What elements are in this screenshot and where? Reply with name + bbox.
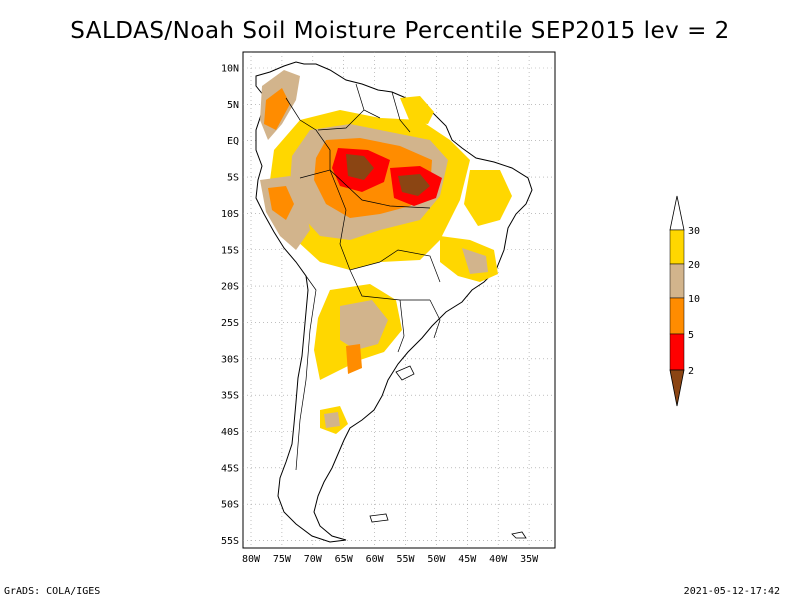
country-borders <box>285 83 441 471</box>
footer-timestamp: 2021-05-12-17:42 <box>683 586 780 597</box>
longitude-label: 35W <box>520 554 539 565</box>
longitude-label: 50W <box>427 554 446 565</box>
legend-label-5: 5 <box>688 330 694 341</box>
longitude-label: 55W <box>396 554 415 565</box>
longitude-labels: 80W 75W 70W 65W 60W 55W 50W 45W 40W 35W <box>242 554 539 565</box>
latitude-label: 45S <box>221 463 239 474</box>
legend-colorbar: 30 20 10 5 2 <box>669 195 700 407</box>
lagoon <box>395 365 415 381</box>
latitude-label: 20S <box>221 282 239 293</box>
legend-swatch-lt2 <box>669 369 685 407</box>
latitude-label: 10S <box>221 209 239 220</box>
legend-swatch-20to30 <box>669 229 685 265</box>
latitude-label: 5S <box>227 173 239 184</box>
longitude-label: 60W <box>366 554 385 565</box>
longitude-label: 75W <box>273 554 292 565</box>
legend-label-30: 30 <box>688 226 700 237</box>
legend-swatch-10to20 <box>669 263 685 299</box>
longitude-label: 65W <box>335 554 354 565</box>
latitude-label: 50S <box>221 500 239 511</box>
longitude-label: 40W <box>489 554 508 565</box>
legend-label-20: 20 <box>688 260 700 271</box>
legend-swatch-2to5 <box>669 333 685 371</box>
falkland-islands <box>369 513 389 523</box>
latitude-label: 25S <box>221 318 239 329</box>
longitude-label: 70W <box>304 554 323 565</box>
longitude-label: 80W <box>242 554 261 565</box>
legend-swatch-gt30 <box>669 195 685 231</box>
latitude-label: EQ <box>227 136 239 147</box>
latitude-label: 15S <box>221 245 239 256</box>
latitude-label: 5N <box>227 100 239 111</box>
map-title: SALDAS/Noah Soil Moisture Percentile SEP… <box>70 18 730 44</box>
latitude-label: 35S <box>221 391 239 402</box>
latitude-label: 30S <box>221 354 239 365</box>
south-georgia-island <box>511 531 527 539</box>
latitude-label: 10N <box>221 64 239 75</box>
longitude-label: 45W <box>458 554 477 565</box>
legend-label-2: 2 <box>688 366 694 377</box>
footer-credit: GrADS: COLA/IGES <box>4 586 101 597</box>
latitude-labels: 10N 5N EQ 5S 10S 15S 20S 25S 30S 35S 40S 45S 50S 55S <box>221 64 239 548</box>
soil-moisture-shading <box>260 70 512 434</box>
latitude-label: 55S <box>221 536 239 547</box>
legend-swatch-5to10 <box>669 297 685 335</box>
legend-label-10: 10 <box>688 294 700 305</box>
latitude-label: 40S <box>221 427 239 438</box>
